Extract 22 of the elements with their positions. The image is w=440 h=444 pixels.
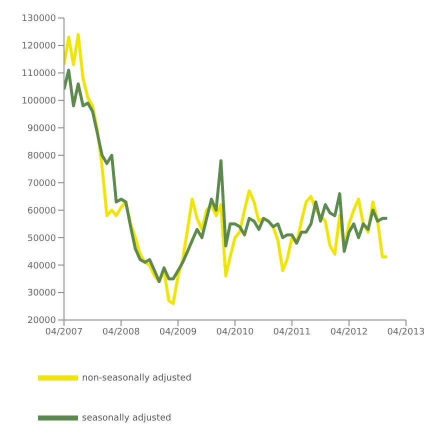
- y-tick-label: 30000: [27, 288, 56, 299]
- y-tick-label: 20000: [27, 316, 56, 326]
- x-tick-label: 04/2013: [387, 327, 425, 338]
- y-tick-label: 80000: [27, 151, 56, 162]
- y-tick-label: 70000: [27, 178, 56, 189]
- y-tick-label: 50000: [27, 234, 56, 244]
- y-tick-label: 110000: [22, 69, 56, 80]
- x-tick-label: 04/2008: [102, 327, 140, 338]
- x-tick-label: 04/2009: [159, 327, 198, 338]
- y-tick-label: 130000: [22, 14, 56, 24]
- legend-label: non-seasonally adjusted: [82, 373, 192, 384]
- y-tick-label: 60000: [27, 206, 56, 216]
- x-tick-label: 04/2011: [273, 327, 311, 338]
- x-tick-label: 04/2010: [216, 327, 254, 338]
- x-tick-label: 04/2012: [330, 327, 368, 338]
- y-tick-label: 100000: [22, 96, 56, 107]
- y-tick-label: 120000: [22, 42, 56, 52]
- legend-label: seasonally adjusted: [82, 413, 172, 424]
- line-series: [64, 68, 389, 284]
- y-tick-label: 90000: [27, 124, 56, 134]
- y-tick-label: 40000: [27, 261, 56, 272]
- x-tick-label: 04/2007: [45, 327, 83, 338]
